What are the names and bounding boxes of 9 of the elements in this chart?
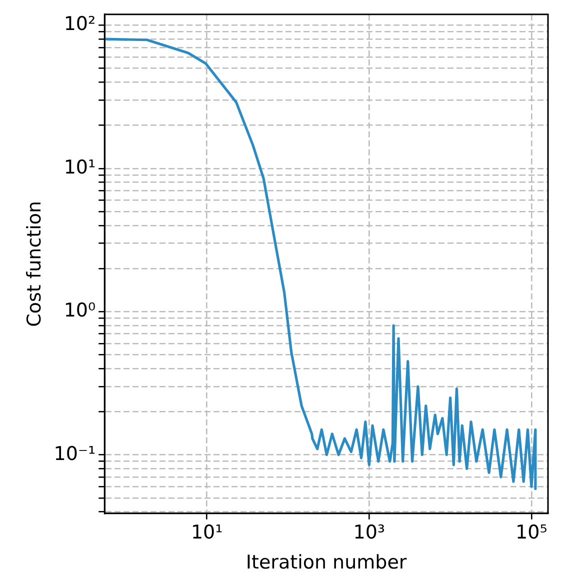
y-tick-label: 10⁻¹ bbox=[54, 442, 96, 465]
y-axis-title: Cost function bbox=[23, 200, 46, 327]
y-tick-label: 10² bbox=[64, 13, 96, 36]
x-tick-label: 10³ bbox=[353, 522, 386, 544]
y-tick-label: 10¹ bbox=[64, 156, 96, 178]
x-tick-label: 10¹ bbox=[190, 522, 223, 544]
y-tick-label: 10⁰ bbox=[64, 300, 96, 322]
x-tick-label: 10⁵ bbox=[516, 522, 548, 544]
x-axis-title: Iteration number bbox=[246, 552, 407, 574]
